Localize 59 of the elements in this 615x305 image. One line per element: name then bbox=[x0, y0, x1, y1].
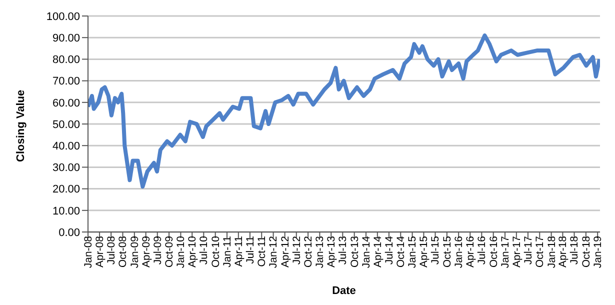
x-tick-label: Jan-08 bbox=[82, 236, 94, 268]
y-tick-label: 60.00 bbox=[52, 97, 80, 110]
x-tick-label: Jan-19 bbox=[592, 236, 604, 268]
x-tick-label: Jan-17 bbox=[499, 236, 512, 268]
x-tick-label: Oct-09 bbox=[163, 236, 176, 268]
x-tick-label: Jan-09 bbox=[128, 236, 141, 268]
x-tick-label: Jul-09 bbox=[152, 236, 164, 265]
x-tick-label: Oct-17 bbox=[534, 236, 546, 268]
x-tick-label: Apr-14 bbox=[372, 236, 384, 268]
x-tick-label: Apr-15 bbox=[418, 236, 430, 268]
x-tick-label: Apr-08 bbox=[94, 236, 106, 268]
y-tick-label: 70.00 bbox=[52, 76, 80, 88]
x-tick-label: Oct-12 bbox=[302, 236, 314, 268]
y-axis-title: Closing Value bbox=[14, 90, 27, 162]
x-tick-label: Oct-08 bbox=[117, 236, 130, 268]
x-tick-label: Jan-15 bbox=[406, 236, 419, 268]
x-tick-label: Apr-16 bbox=[464, 236, 477, 268]
x-tick-label: Apr-17 bbox=[510, 236, 523, 268]
x-tick-label: Oct-13 bbox=[348, 236, 361, 268]
x-tick-label: Jul-17 bbox=[522, 236, 534, 265]
x-tick-label: Jan-16 bbox=[453, 236, 466, 268]
x-tick-label: Jan-13 bbox=[314, 236, 326, 268]
x-tick-label: Jul-18 bbox=[568, 236, 581, 265]
y-tick-label: 100.00 bbox=[46, 10, 80, 23]
y-tick-label: 80.00 bbox=[52, 54, 80, 66]
y-tick-label: 40.00 bbox=[52, 140, 80, 153]
x-tick-label: Jan-18 bbox=[546, 236, 558, 268]
x-tick-label: Apr-10 bbox=[186, 236, 199, 268]
x-tick-label: Jul-12 bbox=[290, 236, 303, 265]
y-tick-label: 30.00 bbox=[52, 162, 80, 174]
y-tick-label: 0.00 bbox=[58, 226, 80, 239]
y-tick-label: 20.00 bbox=[52, 184, 80, 196]
x-tick-label: Jul-14 bbox=[383, 236, 396, 265]
x-tick-label: Jul-10 bbox=[198, 236, 210, 265]
x-tick-label: Jan-10 bbox=[175, 236, 188, 268]
x-tick-label: Apr-09 bbox=[140, 236, 152, 268]
x-tick-label: Oct-15 bbox=[441, 236, 454, 268]
x-tick-label: Oct-11 bbox=[256, 236, 268, 267]
x-axis-title: Date bbox=[332, 285, 356, 297]
x-tick-label: Jan-14 bbox=[360, 236, 372, 268]
x-tick-label: Oct-16 bbox=[488, 236, 500, 268]
x-tick-label: Jul-08 bbox=[106, 236, 118, 265]
y-tick-label: 50.00 bbox=[52, 118, 80, 131]
y-tick-label: 10.00 bbox=[52, 205, 80, 218]
x-tick-label: Apr-11 bbox=[232, 236, 245, 267]
x-tick-label: Oct-14 bbox=[395, 236, 408, 268]
x-tick-label: Jul-15 bbox=[430, 236, 442, 265]
x-tick-label: Apr-13 bbox=[326, 236, 338, 268]
x-tick-label: Oct-18 bbox=[580, 236, 592, 268]
x-tick-label: Jul-16 bbox=[476, 236, 488, 265]
x-tick-label: Jan-11 bbox=[221, 236, 234, 268]
x-tick-label: Apr-18 bbox=[557, 236, 570, 268]
x-tick-label: Jan-12 bbox=[268, 236, 280, 268]
x-tick-label: Oct-10 bbox=[210, 236, 222, 268]
line-series bbox=[88, 33, 600, 189]
x-tick-label: Jul-11 bbox=[244, 236, 256, 264]
x-tick-label: Apr-12 bbox=[279, 236, 292, 268]
y-tick-label: 90.00 bbox=[52, 32, 80, 45]
x-tick-label: Jul-13 bbox=[337, 236, 350, 265]
